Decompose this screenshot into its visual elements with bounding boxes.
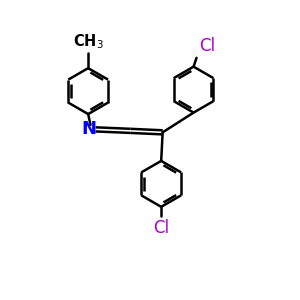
Text: Cl: Cl	[200, 37, 216, 55]
Text: Cl: Cl	[153, 220, 169, 238]
Text: CH$_3$: CH$_3$	[73, 32, 103, 51]
Text: N: N	[82, 120, 97, 138]
